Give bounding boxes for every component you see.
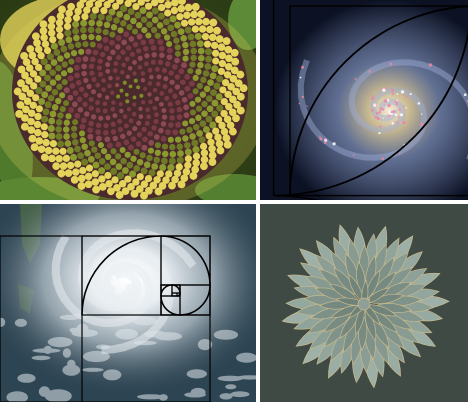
sunflower-photo [0,0,256,200]
galaxy-image [260,0,468,200]
aloe-photo [260,204,468,402]
hurricane-photo [0,204,256,402]
hurricane-image [0,204,256,402]
aloe-image [260,204,468,402]
sunflower-image [0,0,256,200]
galaxy-photo [260,0,468,200]
